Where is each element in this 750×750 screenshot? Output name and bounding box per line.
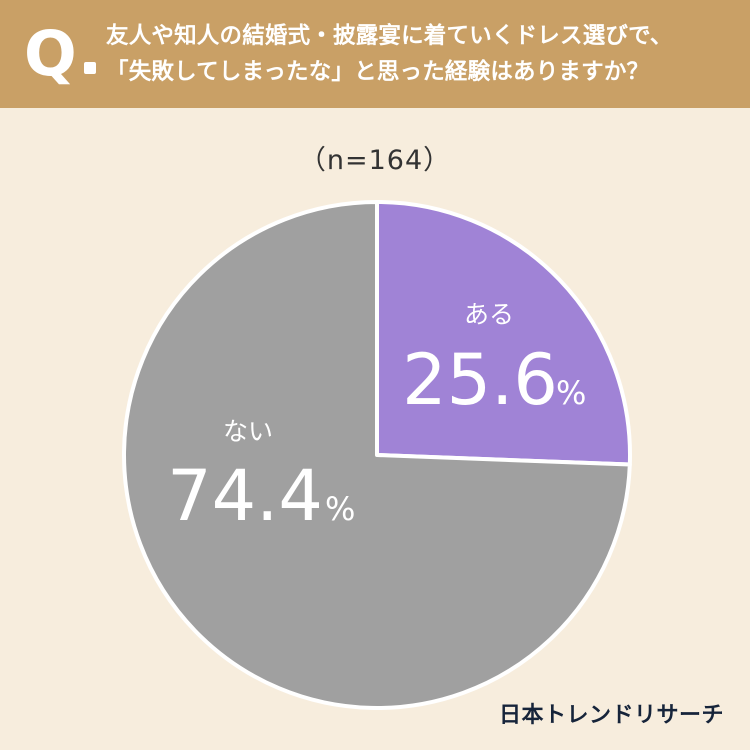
question-header: Q 友人や知人の結婚式・披露宴に着ていくドレス選びで、 「失敗してしまったな」と… [0,0,750,108]
q-label: Q [24,17,77,90]
slice-unit-no: % [325,490,355,528]
question-line-2: 「失敗してしまったな」と思った経験はありますか？ [106,59,650,85]
slice-label-no: ない [223,417,273,446]
pie-slice-no [122,200,632,710]
slice-unit-yes: % [556,374,586,412]
slice-value-yes: 25.6 [402,339,558,421]
brand-logo: 日本トレンドリサーチ [498,703,724,728]
q-dot [84,62,96,74]
slice-value-no: 74.4 [167,455,323,537]
slice-label-yes: ある [464,300,514,329]
question-text: 友人や知人の結婚式・披露宴に着ていくドレス選びで、 「失敗してしまったな」と思っ… [106,18,736,90]
pie-slice-yes [375,200,632,467]
question-line-1: 友人や知人の結婚式・披露宴に着ていくドレス選びで、 [106,23,673,49]
sample-size: （n=164） [298,145,452,176]
